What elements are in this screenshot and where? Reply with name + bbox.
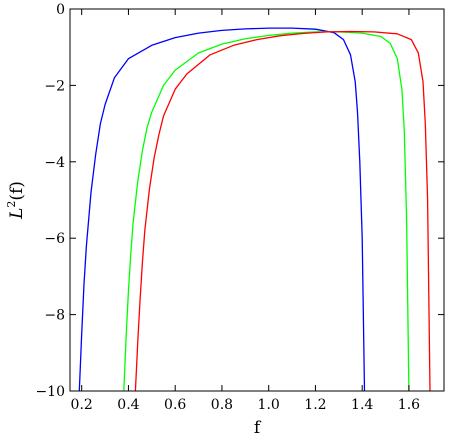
y-tick-label: −4 (44, 155, 65, 171)
y-axis: 0 −2 −4 −6 −8 −10 (35, 2, 444, 400)
series-line-2 (123, 31, 410, 392)
y-tick-label: −6 (44, 231, 65, 247)
y-tick-label: 0 (56, 2, 65, 18)
x-tick-label: 0.2 (71, 397, 93, 413)
x-tick-label: 1.2 (304, 397, 326, 413)
y-axis-title: L2(f) (5, 181, 27, 220)
y-axis-title-sup: 2 (5, 201, 18, 208)
x-tick-label: 1.0 (258, 397, 280, 413)
y-axis-title-rest: (f) (7, 181, 27, 201)
x-tick-label: 1.6 (398, 397, 420, 413)
x-axis-title: f (254, 418, 262, 438)
x-axis: 0.2 0.4 0.6 0.8 1.0 1.2 1.4 1.6 (71, 9, 420, 413)
plot-frame (69, 8, 445, 392)
series-line-3 (134, 30, 431, 392)
x-tick-label: 0.6 (164, 397, 186, 413)
series-layer (78, 27, 431, 392)
x-tick-label: 0.8 (211, 397, 233, 413)
y-axis-title-main: L (7, 208, 27, 220)
y-tick-label: −8 (44, 308, 65, 324)
x-tick-label: 0.4 (117, 397, 139, 413)
x-tick-label: 1.4 (351, 397, 373, 413)
y-tick-label: −2 (44, 78, 65, 94)
y-tick-label: −10 (35, 384, 65, 400)
series-line-1 (78, 27, 366, 392)
